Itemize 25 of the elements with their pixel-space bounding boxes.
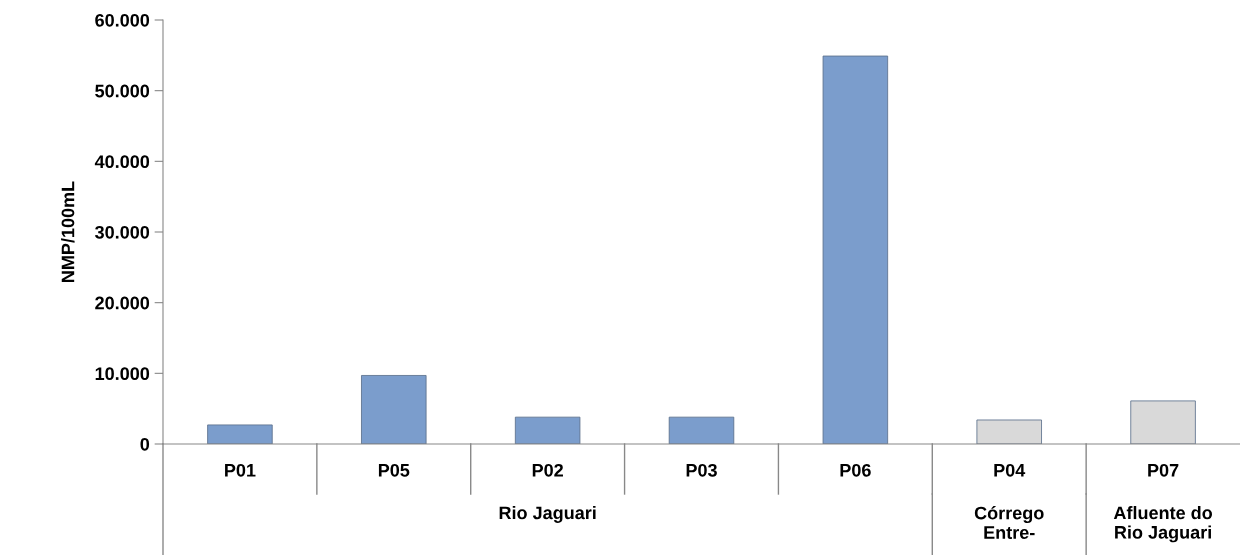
x-tick-label: P02 [532, 463, 563, 477]
y-tick-label: 50.000 [95, 84, 150, 98]
y-axis-title: NMP/100mL [61, 181, 75, 282]
y-tick-label: 30.000 [95, 225, 150, 239]
text: Córrego Entre- [974, 506, 1044, 539]
text: Afluente do Rio Jaguari [1113, 506, 1213, 543]
y-tick-label: 60.000 [95, 13, 150, 27]
x-tick-label: P05 [378, 463, 410, 477]
text: Rio Jaguari [499, 506, 596, 523]
x-tick-label: P06 [840, 463, 871, 477]
x-tick-label: P07 [1148, 463, 1179, 477]
bar [822, 55, 889, 444]
bar [361, 375, 427, 444]
bar [1130, 400, 1196, 444]
y-tick-label: 20.000 [95, 296, 150, 310]
bar [207, 424, 273, 444]
x-tick-label: P01 [225, 463, 256, 477]
bar [976, 419, 1042, 444]
y-tick-label: 40.000 [94, 155, 150, 169]
x-tick-label: P03 [686, 463, 717, 477]
y-tick-label: 10.000 [95, 367, 150, 381]
y-tick-label: 0 [140, 437, 150, 451]
bar [514, 416, 581, 444]
x-tick-label: P04 [994, 463, 1026, 477]
bar [668, 416, 735, 444]
